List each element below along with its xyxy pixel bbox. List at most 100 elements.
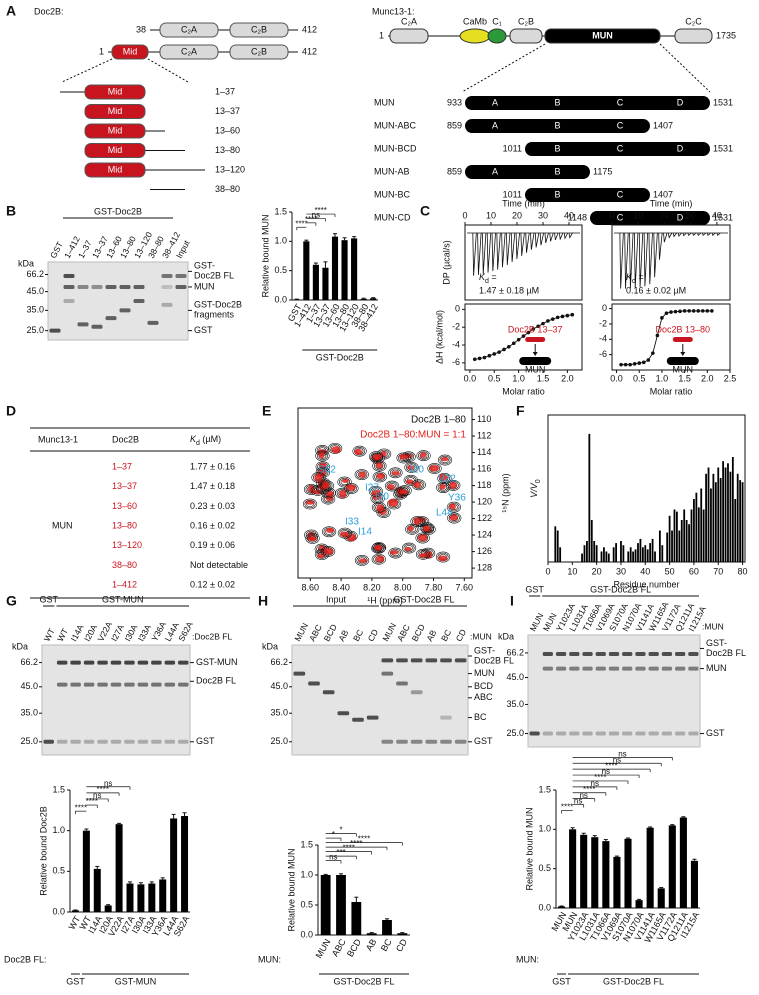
band — [137, 739, 149, 744]
thermogram-peak — [539, 232, 545, 246]
domain — [509, 28, 543, 44]
contour — [419, 522, 435, 534]
bar — [676, 511, 678, 562]
contour — [403, 474, 418, 486]
band — [608, 666, 620, 671]
marker-label: 45.0 — [26, 286, 44, 296]
marker-label: 25.0 — [270, 736, 288, 746]
domain-label: Mid — [108, 86, 123, 96]
band — [124, 660, 135, 665]
bar — [717, 467, 720, 562]
domain — [674, 28, 713, 44]
thermogram-peak — [697, 232, 702, 236]
contour — [373, 555, 385, 564]
marker-label: 45.0 — [506, 672, 524, 682]
x-tick-label: 7.80 — [425, 582, 443, 592]
group-label: GST — [552, 976, 571, 986]
contour — [373, 503, 385, 512]
data-point — [646, 358, 651, 362]
band — [381, 671, 394, 676]
contour — [326, 527, 335, 533]
group-label: GST-Doc2B — [316, 352, 364, 362]
bar — [712, 473, 715, 562]
bar — [700, 488, 703, 562]
y-tick-label: -2 — [599, 318, 607, 328]
band — [124, 739, 135, 744]
significance: * — [332, 830, 335, 839]
contour — [410, 516, 425, 527]
significance: **** — [561, 803, 573, 812]
group-label: GST-Doc2B — [94, 206, 142, 216]
bar — [635, 900, 643, 908]
bar — [569, 829, 577, 908]
band-label: MUN — [474, 668, 495, 678]
table-cell: 1.47 ± 0.18 — [190, 481, 235, 491]
contour — [375, 555, 384, 563]
contour — [388, 467, 403, 479]
domain-label: C₂B — [251, 24, 267, 34]
contour — [427, 463, 442, 474]
thermogram-peak — [677, 232, 682, 237]
panel-letter: E — [262, 403, 271, 419]
ligand-icon — [525, 337, 546, 342]
band — [133, 284, 145, 289]
panel-letter: F — [516, 403, 525, 419]
domain — [84, 84, 146, 100]
bar — [351, 902, 362, 935]
bar — [595, 545, 598, 562]
thermogram-peak — [624, 232, 629, 289]
domain-label: C₂A — [401, 16, 417, 26]
thermogram-peak — [558, 232, 564, 241]
contour — [436, 482, 451, 494]
lane-suffix: :Doc2B FL — [192, 631, 232, 641]
bar — [93, 868, 101, 912]
contour — [340, 531, 349, 538]
bar — [591, 837, 599, 908]
bar — [620, 541, 622, 562]
table-header: Doc2B — [112, 434, 139, 444]
band — [293, 671, 306, 676]
data-point — [637, 361, 642, 365]
rest: (µM) — [200, 434, 221, 444]
kda-label: kDa — [12, 641, 28, 651]
panel-letter: A — [6, 3, 16, 19]
contour — [420, 452, 427, 458]
band — [56, 739, 68, 744]
band — [49, 328, 61, 333]
y-tick-label: 0.0 — [52, 906, 65, 916]
bar — [731, 457, 734, 562]
contour — [421, 523, 433, 532]
residue-number: 859 — [447, 120, 462, 130]
thermogram-peak — [482, 232, 487, 275]
band — [410, 658, 423, 663]
contour — [399, 486, 411, 495]
domain — [229, 44, 289, 60]
bar — [605, 551, 608, 562]
plot-frame — [464, 224, 583, 301]
band — [381, 658, 394, 663]
contour — [399, 453, 408, 460]
contour — [391, 471, 400, 476]
bar — [159, 879, 167, 912]
data-point — [669, 310, 673, 314]
group-label: Input — [326, 594, 347, 604]
thermogram-peak — [491, 232, 496, 272]
x-tick-label: 40 — [712, 210, 722, 220]
thermogram-peak — [643, 232, 649, 287]
x-tick-label: CD — [394, 937, 409, 954]
x-tick-label: 1.5 — [537, 373, 550, 383]
arrow-head — [532, 352, 538, 356]
construct-label: MUN-ABC — [374, 120, 416, 130]
x-axis-label: Residue number — [613, 579, 679, 589]
contour — [315, 466, 331, 478]
thermogram-peak — [515, 232, 520, 259]
x-tick-label: 2.5 — [724, 373, 737, 383]
data-point — [487, 353, 492, 358]
band-label: BCD — [474, 681, 494, 691]
thermogram-peak — [520, 232, 525, 256]
domain — [487, 28, 507, 44]
residue-label: I14 — [358, 527, 372, 538]
contour — [319, 480, 335, 492]
domain — [84, 123, 146, 139]
domain — [84, 162, 146, 178]
